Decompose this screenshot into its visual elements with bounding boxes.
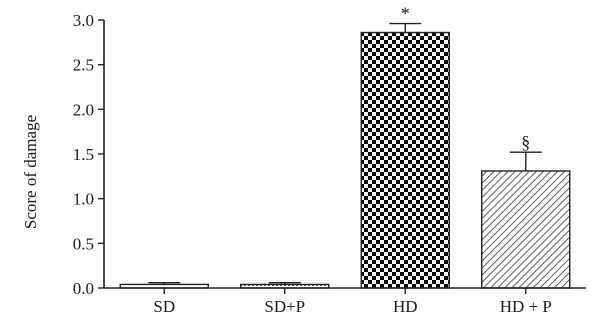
significance-marker: * [401,4,410,24]
y-axis-title: Score of damage [21,115,40,229]
x-tick-label: SD+P [264,297,305,316]
y-tick-label: 1.0 [73,190,94,209]
significance-marker: § [521,132,530,152]
y-tick-label: 2.5 [73,56,94,75]
x-tick-label: SD [153,297,175,316]
bars: *§ [119,4,571,289]
x-axis: SD SD+P HD HD + P [104,287,586,316]
x-tick-label: HD + P [500,297,552,316]
y-axis: 0.0 0.5 1.0 1.5 2.0 2.5 3.0 [73,11,105,298]
x-tick-label: HD [393,297,418,316]
y-tick-label: 0.0 [73,279,94,298]
y-tick-label: 2.0 [73,100,94,119]
y-tick-label: 3.0 [73,11,94,30]
y-tick-label: 1.5 [73,145,94,164]
bar-hd [360,31,450,289]
bar-hd-p [481,170,571,289]
y-tick-label: 0.5 [73,234,94,253]
